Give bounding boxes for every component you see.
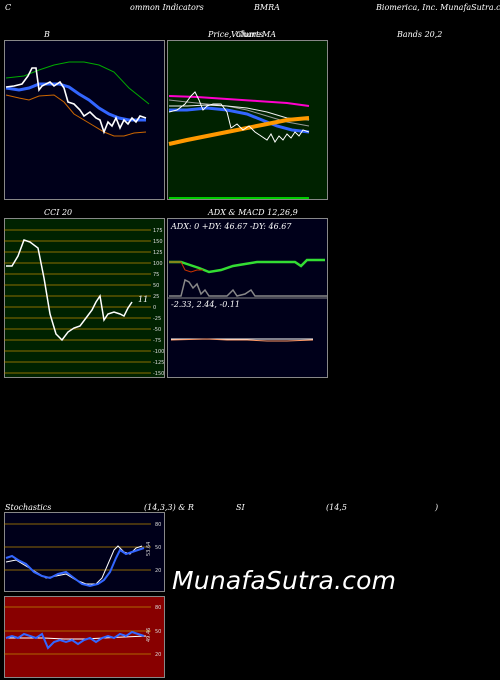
stochastics-gridlines bbox=[4, 523, 151, 571]
price-ma-pink bbox=[168, 95, 310, 107]
cci-tick: 150 bbox=[153, 239, 163, 245]
adx-grey-line bbox=[169, 278, 327, 297]
cci-tick: -150 bbox=[153, 371, 164, 377]
cci-tick: 0 bbox=[153, 305, 156, 311]
rsi-tick: 50 bbox=[155, 629, 161, 635]
adx-macd-chart: ADX: 0 +DY: 46.67 -DY: 46.67 -2.33, 2.44… bbox=[167, 218, 328, 378]
bollinger-lower-band bbox=[5, 94, 147, 137]
macd-signal-line bbox=[170, 338, 314, 342]
stochastics-tick: 80 bbox=[155, 522, 161, 528]
bollinger-price-line bbox=[5, 67, 147, 135]
cci-tick: 100 bbox=[153, 261, 163, 267]
bollinger-title: B bbox=[44, 30, 50, 39]
price-volume-chart bbox=[167, 40, 328, 200]
rsi-params: (14,5 bbox=[326, 503, 347, 512]
cci-gridlines bbox=[4, 229, 151, 374]
cci-tick-labels: 175 150 125 100 75 50 25 0 -25 -50 -75 -… bbox=[153, 228, 164, 377]
rsi-params-close: ) bbox=[435, 503, 439, 512]
rsi-gridlines bbox=[4, 606, 151, 655]
stochastics-params: (14,3,3) & R bbox=[144, 503, 194, 512]
stochastics-tick: 20 bbox=[155, 568, 161, 574]
price-title-d: MA bbox=[262, 30, 276, 39]
adx-plus-di-line bbox=[169, 258, 325, 274]
bollinger-middle-band bbox=[5, 82, 146, 122]
macd-values: -2.33, 2.44, -0.11 bbox=[171, 300, 240, 309]
stochastics-k-line bbox=[5, 547, 145, 588]
price-title-b: Volume bbox=[231, 30, 261, 39]
rsi-value: 49.46 bbox=[146, 628, 152, 642]
cci-tick: -50 bbox=[153, 327, 161, 333]
price-ma-blue bbox=[169, 106, 310, 134]
stochastics-chart: 80 50 20 53.64 bbox=[4, 512, 165, 592]
cci-tick: 25 bbox=[153, 294, 159, 300]
adx-macd-title: ADX & MACD 12,26,9 bbox=[208, 208, 298, 217]
bands-title: Bands 20,2 bbox=[397, 30, 443, 39]
header-col2: ommon Indicators bbox=[130, 3, 204, 12]
cci-tick: 175 bbox=[153, 228, 163, 234]
cci-tick: -100 bbox=[153, 349, 164, 355]
rsi-title: SI bbox=[236, 503, 245, 512]
price-ma-orange bbox=[168, 116, 310, 146]
rsi-line bbox=[5, 630, 145, 650]
stochastics-title: Stochastics bbox=[5, 503, 52, 512]
cci-tick: 50 bbox=[153, 283, 159, 289]
cci-tick: 125 bbox=[153, 250, 163, 256]
header-symbol: BMRA bbox=[254, 3, 280, 12]
rsi-signal-line bbox=[6, 635, 147, 640]
price-ma-white bbox=[169, 104, 310, 121]
cci-tick: -125 bbox=[153, 360, 164, 366]
rsi-chart: 80 50 20 49.46 bbox=[4, 596, 165, 678]
bollinger-upper-band bbox=[5, 61, 150, 105]
adx-minus-di-line bbox=[169, 261, 203, 273]
cci-tick: -25 bbox=[153, 316, 161, 322]
cci-tick: -75 bbox=[153, 338, 161, 344]
cci-chart: 175 150 125 100 75 50 25 0 -25 -50 -75 -… bbox=[4, 218, 165, 378]
stochastics-bg bbox=[4, 512, 165, 592]
stochastics-value: 53.64 bbox=[146, 542, 152, 556]
rsi-bg bbox=[4, 596, 165, 678]
header-col1: C bbox=[5, 3, 12, 12]
header-company: Biomerica, Inc. MunafaSutra.com bbox=[376, 3, 500, 12]
cci-title: CCI 20 bbox=[44, 208, 73, 217]
watermark: MunafaSutra.com bbox=[172, 566, 397, 595]
price-title-a: Price, bbox=[208, 30, 232, 39]
price-close-line bbox=[168, 91, 310, 143]
cci-value: 11 bbox=[138, 295, 148, 304]
adx-values: ADX: 0 +DY: 46.67 -DY: 46.67 bbox=[170, 222, 292, 231]
cci-tick: 75 bbox=[153, 272, 159, 278]
price-title-c: Charts bbox=[236, 30, 264, 39]
stochastics-tick: 50 bbox=[155, 545, 161, 551]
cci-line bbox=[6, 239, 133, 342]
rsi-tick: 20 bbox=[155, 652, 161, 658]
bollinger-chart bbox=[4, 40, 165, 200]
rsi-tick: 80 bbox=[155, 605, 161, 611]
